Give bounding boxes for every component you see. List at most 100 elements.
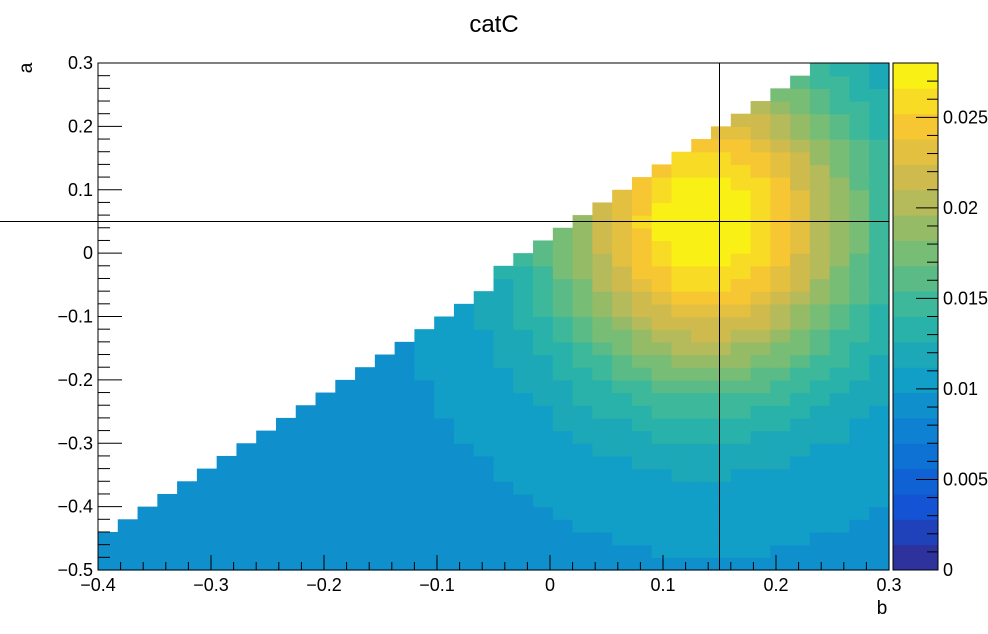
heatmap-cell	[335, 405, 356, 419]
heatmap-cell	[829, 189, 851, 204]
heatmap-cell	[355, 405, 376, 419]
heatmap-cell	[631, 253, 653, 267]
heatmap-cell	[374, 417, 396, 432]
heatmap-cell	[315, 468, 336, 482]
heatmap-cell	[612, 354, 633, 368]
heatmap-cell	[849, 354, 870, 368]
heatmap-cell	[572, 278, 593, 292]
colorbar-level	[893, 392, 938, 419]
heatmap-cell	[869, 493, 890, 508]
heatmap-cell	[552, 493, 574, 508]
heatmap-cell	[552, 367, 574, 381]
heatmap-cell	[809, 468, 831, 482]
heatmap-cell	[612, 202, 633, 216]
heatmap-cell	[236, 455, 257, 470]
heatmap-cell	[533, 430, 554, 444]
heatmap-cell	[770, 481, 791, 495]
heatmap-cell	[572, 379, 593, 394]
heatmap-cell	[631, 202, 653, 216]
heatmap-cell	[275, 468, 297, 482]
heatmap-cell	[434, 316, 455, 330]
heatmap-cell	[809, 430, 831, 444]
heatmap-cell	[770, 405, 791, 419]
heatmap-cell	[335, 481, 356, 495]
heatmap-cell	[631, 367, 653, 381]
heatmap-cell	[533, 392, 554, 406]
heatmap-cell	[849, 113, 870, 127]
heatmap-cell	[552, 379, 574, 394]
heatmap-cell	[157, 493, 178, 508]
heatmap-cell	[117, 531, 139, 546]
heatmap-cell	[790, 506, 811, 520]
heatmap-cell	[355, 367, 376, 381]
heatmap-cell	[770, 291, 791, 305]
heatmap-cell	[809, 189, 831, 204]
heatmap-cell	[829, 291, 851, 305]
heatmap-cell	[513, 316, 534, 330]
heatmap-cell	[790, 443, 811, 457]
heatmap-cell	[691, 291, 712, 305]
heatmap-cell	[869, 531, 890, 546]
heatmap-cell	[374, 557, 396, 571]
heatmap-cell	[691, 151, 712, 166]
heatmap-cell	[790, 430, 811, 444]
heatmap-cell	[631, 189, 653, 204]
heatmap-cell	[809, 557, 831, 571]
heatmap-cell	[394, 367, 415, 381]
heatmap-cell	[869, 88, 890, 102]
heatmap-cell	[829, 177, 851, 191]
heatmap-cell	[473, 557, 495, 571]
heatmap-cell	[631, 468, 653, 482]
heatmap-cell	[849, 291, 870, 305]
heatmap-cell	[592, 303, 613, 318]
heatmap-cell	[809, 506, 831, 520]
heatmap-cell	[651, 329, 673, 343]
heatmap-cell	[493, 278, 514, 292]
heatmap-cell	[849, 506, 870, 520]
heatmap-cell	[612, 392, 633, 406]
heatmap-cell	[256, 455, 277, 470]
heatmap-cell	[829, 367, 851, 381]
heatmap-cell	[612, 430, 633, 444]
heatmap-cell	[335, 430, 356, 444]
heatmap-cell	[790, 75, 811, 89]
heatmap-cell	[533, 253, 554, 267]
heatmap-cell	[711, 189, 732, 204]
x-axis-label: b	[877, 598, 888, 619]
plot-frame	[97, 62, 890, 571]
heatmap-cell	[493, 329, 514, 343]
heatmap-cell	[275, 455, 297, 470]
heatmap-cell	[295, 455, 317, 470]
heatmap-cell	[809, 126, 831, 140]
heatmap-cell	[790, 189, 811, 204]
heatmap-cell	[157, 531, 178, 546]
heatmap-cell	[869, 329, 890, 343]
heatmap-cell	[137, 557, 158, 571]
heatmap-cell	[216, 481, 238, 495]
heatmap-cell	[750, 354, 771, 368]
heatmap-cell	[849, 278, 870, 292]
heatmap-cell	[651, 557, 673, 571]
heatmap-cell	[809, 240, 831, 254]
heatmap-cell	[711, 303, 732, 318]
heatmap-cell	[493, 341, 514, 356]
heatmap-cell	[572, 405, 593, 419]
heatmap-cell	[691, 506, 712, 520]
heatmap-cell	[730, 468, 752, 482]
heatmap-cell	[770, 468, 791, 482]
heatmap-cell	[612, 316, 633, 330]
heatmap-cell	[453, 392, 475, 406]
heatmap-cell	[711, 202, 732, 216]
heatmap-cell	[493, 430, 514, 444]
heatmap-cell	[513, 430, 534, 444]
heatmap-cell	[809, 493, 831, 508]
heatmap-cell	[552, 455, 574, 470]
heatmap-cell	[374, 379, 396, 394]
heatmap-cell	[730, 379, 752, 394]
heatmap-cell	[631, 493, 653, 508]
heatmap-cell	[513, 455, 534, 470]
heatmap-cell	[829, 265, 851, 280]
heatmap-cell	[493, 291, 514, 305]
heatmap-cell	[533, 329, 554, 343]
heatmap-cell	[196, 506, 218, 520]
